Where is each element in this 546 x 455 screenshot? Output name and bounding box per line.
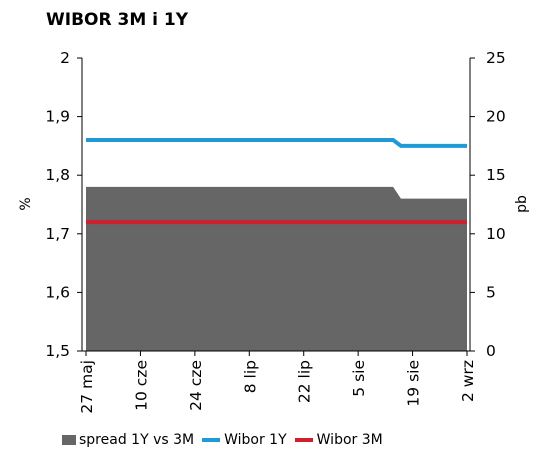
legend-item-wibor-1y: Wibor 1Y: [202, 432, 287, 448]
x-tick-label: 2 wrz: [459, 360, 477, 402]
y2-tick-label: 25: [486, 49, 506, 67]
legend-item-wibor-3m: Wibor 3M: [294, 432, 383, 448]
x-tick-label: 19 sie: [405, 360, 423, 407]
legend-label-wibor-3m: Wibor 3M: [316, 432, 383, 448]
y-tick-label: 1,6: [45, 283, 70, 301]
legend-item-spread: spread 1Y vs 3M: [62, 432, 194, 448]
y-axis-label: %: [18, 197, 34, 210]
x-tick-label: 27 maj: [78, 360, 96, 414]
x-tick-label: 10 cze: [132, 360, 150, 411]
y2-tick-label: 0: [486, 342, 496, 360]
y-tick-label: 2: [60, 49, 70, 67]
legend-swatch-wibor-3m: [294, 438, 313, 442]
x-tick-label: 22 lip: [296, 360, 314, 403]
legend-label-spread: spread 1Y vs 3M: [79, 432, 195, 448]
x-tick-label: 5 sie: [350, 360, 368, 397]
y-tick-label: 1,9: [45, 108, 70, 126]
y2-tick-label: 10: [486, 225, 506, 243]
y2-tick-label: 15: [486, 166, 506, 184]
legend: spread 1Y vs 3M Wibor 1Y Wibor 3M: [62, 430, 391, 450]
spread-area: [86, 186, 467, 351]
legend-swatch-wibor-1y: [202, 438, 221, 442]
y2-axis-label: pb: [514, 195, 530, 213]
legend-label-wibor-1y: Wibor 1Y: [224, 432, 287, 448]
y2-tick-label: 5: [486, 283, 496, 301]
y-tick-label: 1,5: [45, 342, 70, 360]
wibor-1y-line: [86, 138, 467, 148]
x-tick-label: 8 lip: [241, 360, 259, 393]
chart-title: WIBOR 3M i 1Y: [46, 10, 189, 30]
legend-swatch-spread: [62, 435, 76, 445]
y2-tick-label: 20: [486, 108, 506, 126]
y-tick-label: 1,8: [45, 166, 70, 184]
x-tick-label: 24 cze: [187, 360, 205, 411]
y-tick-label: 1,7: [45, 225, 70, 243]
